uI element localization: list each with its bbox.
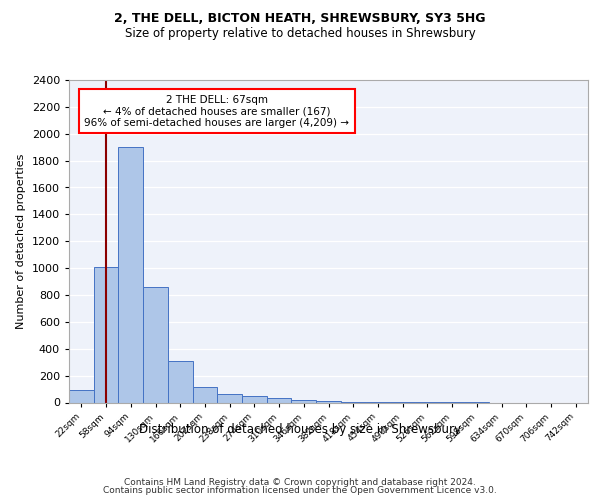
Bar: [316, 401, 341, 402]
Bar: [94, 267, 118, 402]
Text: 2, THE DELL, BICTON HEATH, SHREWSBURY, SY3 5HG: 2, THE DELL, BICTON HEATH, SHREWSBURY, S…: [114, 12, 486, 26]
Bar: [193, 387, 217, 402]
Text: Contains public sector information licensed under the Open Government Licence v3: Contains public sector information licen…: [103, 486, 497, 495]
Bar: [217, 394, 242, 402]
Bar: [292, 400, 316, 402]
Y-axis label: Number of detached properties: Number of detached properties: [16, 154, 26, 329]
Bar: [267, 398, 292, 402]
Bar: [143, 287, 168, 403]
Text: Size of property relative to detached houses in Shrewsbury: Size of property relative to detached ho…: [125, 28, 475, 40]
Bar: [118, 147, 143, 403]
Bar: [242, 396, 267, 402]
Bar: [69, 390, 94, 402]
Text: Distribution of detached houses by size in Shrewsbury: Distribution of detached houses by size …: [139, 422, 461, 436]
Bar: [168, 361, 193, 403]
Text: 2 THE DELL: 67sqm
← 4% of detached houses are smaller (167)
96% of semi-detached: 2 THE DELL: 67sqm ← 4% of detached house…: [85, 94, 349, 128]
Text: Contains HM Land Registry data © Crown copyright and database right 2024.: Contains HM Land Registry data © Crown c…: [124, 478, 476, 487]
